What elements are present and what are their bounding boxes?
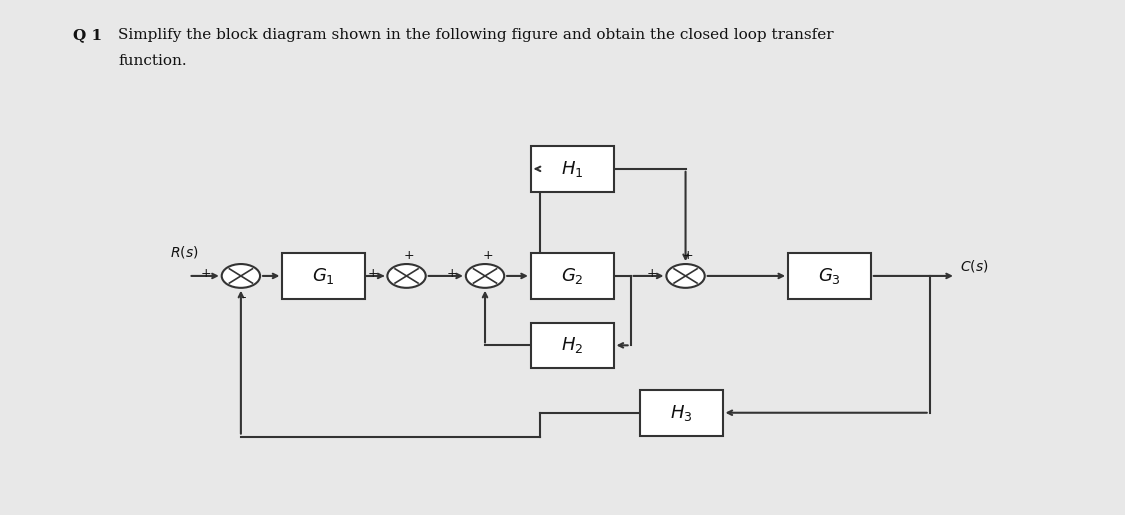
Text: +: + (483, 249, 493, 262)
Text: Q 1: Q 1 (73, 28, 102, 42)
Text: $H_1$: $H_1$ (561, 159, 584, 179)
Text: +: + (404, 249, 414, 262)
Bar (531, 146, 613, 192)
Text: +: + (200, 267, 212, 281)
Text: $G_3$: $G_3$ (818, 266, 840, 286)
Text: +: + (683, 249, 693, 262)
Text: +: + (647, 267, 658, 281)
Ellipse shape (666, 264, 704, 288)
Text: function.: function. (118, 54, 187, 68)
Text: $G_1$: $G_1$ (313, 266, 335, 286)
Bar (531, 253, 613, 299)
Text: -: - (241, 291, 245, 304)
Ellipse shape (222, 264, 260, 288)
Text: $H_2$: $H_2$ (561, 335, 584, 355)
Text: +: + (368, 267, 379, 281)
Bar (788, 253, 871, 299)
Ellipse shape (466, 264, 504, 288)
Text: +: + (447, 267, 457, 281)
Bar (531, 322, 613, 368)
Text: $H_3$: $H_3$ (670, 403, 692, 423)
Bar (640, 390, 722, 436)
Text: Simplify the block diagram shown in the following figure and obtain the closed l: Simplify the block diagram shown in the … (118, 28, 834, 42)
Text: $G_2$: $G_2$ (561, 266, 584, 286)
Text: $C(s)$: $C(s)$ (961, 258, 989, 274)
Ellipse shape (387, 264, 425, 288)
Text: $R(s)$: $R(s)$ (170, 244, 198, 260)
Bar (282, 253, 366, 299)
